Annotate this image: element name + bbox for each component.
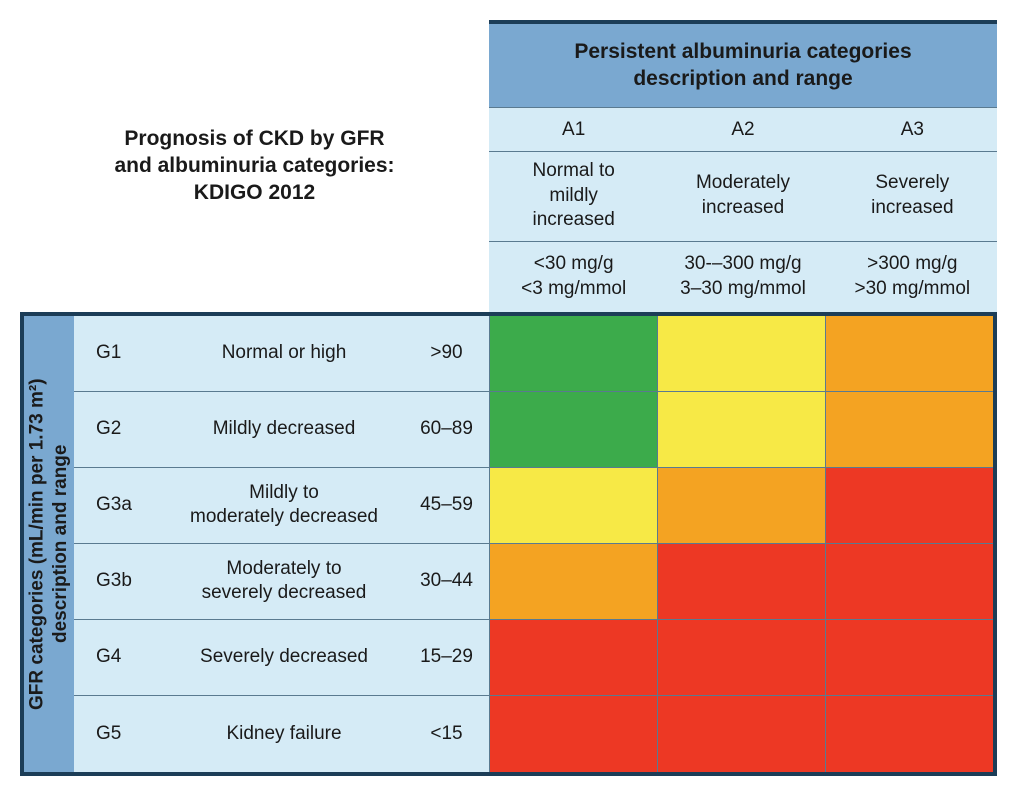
column-header-block: Persistent albuminuria categoriesdescrip…: [489, 20, 997, 312]
gfr-code: G2: [74, 392, 164, 467]
gfr-description: Kidney failure: [164, 696, 404, 772]
chart-title: Prognosis of CKD by GFRand albuminuria c…: [20, 20, 489, 312]
risk-cells: [489, 696, 993, 772]
risk-cell-red: [825, 620, 993, 695]
column-range-line: <30 mg/g: [534, 252, 614, 277]
gfr-row: G3aMildly tomoderately decreased45–59: [74, 468, 993, 544]
gfr-description: Normal or high: [164, 316, 404, 391]
column-range-line: >30 mg/mmol: [855, 277, 971, 302]
risk-cell-orange: [657, 468, 825, 543]
gfr-range: 45–59: [404, 468, 489, 543]
column-code: A2: [658, 108, 827, 152]
gfr-range: 15–29: [404, 620, 489, 695]
column-range-row: <30 mg/g <3 mg/mmol 30-–300 mg/g 3–30 mg…: [489, 242, 997, 312]
main-grid: GFR categories (mL/min per 1.73 m²)descr…: [20, 312, 997, 776]
column-range-line: >300 mg/g: [867, 252, 957, 277]
column-range-line: 30-–300 mg/g: [684, 252, 801, 277]
gfr-description: Severely decreased: [164, 620, 404, 695]
rows-container: G1Normal or high>90G2Mildly decreased60–…: [74, 316, 993, 772]
risk-cell-red: [657, 620, 825, 695]
gfr-code: G4: [74, 620, 164, 695]
risk-cell-orange: [825, 316, 993, 391]
risk-cell-yellow: [657, 316, 825, 391]
risk-cell-green: [489, 392, 657, 467]
gfr-code: G3b: [74, 544, 164, 619]
risk-cells: [489, 468, 993, 543]
kdigo-ckd-chart: Prognosis of CKD by GFRand albuminuria c…: [20, 20, 997, 776]
column-code: A3: [828, 108, 997, 152]
risk-cell-green: [489, 316, 657, 391]
column-range: >300 mg/g >30 mg/mmol: [828, 242, 997, 312]
risk-cell-red: [657, 544, 825, 619]
column-desc: Severelyincreased: [828, 152, 997, 242]
column-code: A1: [489, 108, 658, 152]
column-range-line: 3–30 mg/mmol: [680, 277, 806, 302]
gfr-range: 30–44: [404, 544, 489, 619]
column-desc: Normal tomildlyincreased: [489, 152, 658, 242]
risk-cell-red: [825, 696, 993, 772]
gfr-row: G2Mildly decreased60–89: [74, 392, 993, 468]
column-desc: Moderatelyincreased: [658, 152, 827, 242]
gfr-description: Moderately toseverely decreased: [164, 544, 404, 619]
gfr-range: 60–89: [404, 392, 489, 467]
risk-cell-yellow: [657, 392, 825, 467]
risk-cell-red: [825, 544, 993, 619]
risk-cell-orange: [489, 544, 657, 619]
risk-cells: [489, 316, 993, 391]
top-section: Prognosis of CKD by GFRand albuminuria c…: [20, 20, 997, 312]
gfr-range: <15: [404, 696, 489, 772]
gfr-code: G5: [74, 696, 164, 772]
risk-cell-red: [657, 696, 825, 772]
risk-cell-yellow: [489, 468, 657, 543]
risk-cells: [489, 620, 993, 695]
gfr-row: G3bModerately toseverely decreased30–44: [74, 544, 993, 620]
risk-cell-red: [825, 468, 993, 543]
gfr-description: Mildly decreased: [164, 392, 404, 467]
gfr-range: >90: [404, 316, 489, 391]
risk-cell-red: [489, 620, 657, 695]
gfr-code: G3a: [74, 468, 164, 543]
row-header-title: GFR categories (mL/min per 1.73 m²)descr…: [24, 316, 74, 772]
gfr-row: G4Severely decreased15–29: [74, 620, 993, 696]
column-header-title: Persistent albuminuria categoriesdescrip…: [489, 24, 997, 108]
column-codes-row: A1 A2 A3: [489, 108, 997, 152]
column-range: 30-–300 mg/g 3–30 mg/mmol: [658, 242, 827, 312]
column-desc-row: Normal tomildlyincreased Moderatelyincre…: [489, 152, 997, 242]
risk-cells: [489, 544, 993, 619]
risk-cell-orange: [825, 392, 993, 467]
column-range: <30 mg/g <3 mg/mmol: [489, 242, 658, 312]
risk-cells: [489, 392, 993, 467]
risk-cell-red: [489, 696, 657, 772]
gfr-row: G5Kidney failure<15: [74, 696, 993, 772]
gfr-row: G1Normal or high>90: [74, 316, 993, 392]
gfr-description: Mildly tomoderately decreased: [164, 468, 404, 543]
gfr-code: G1: [74, 316, 164, 391]
column-range-line: <3 mg/mmol: [521, 277, 626, 302]
